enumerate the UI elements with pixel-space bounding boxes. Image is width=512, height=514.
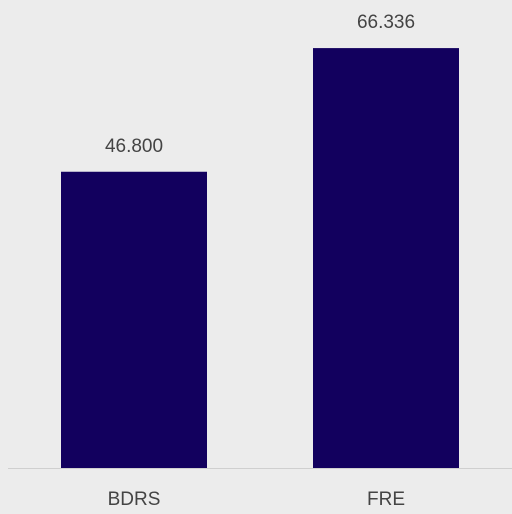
- data-label: 66.336: [357, 12, 415, 33]
- x-tick-label: FRE: [367, 489, 405, 510]
- bar: [61, 171, 207, 469]
- bar: [313, 48, 459, 469]
- data-label: 46.800: [105, 136, 163, 157]
- x-tick-label: BDRS: [108, 489, 161, 510]
